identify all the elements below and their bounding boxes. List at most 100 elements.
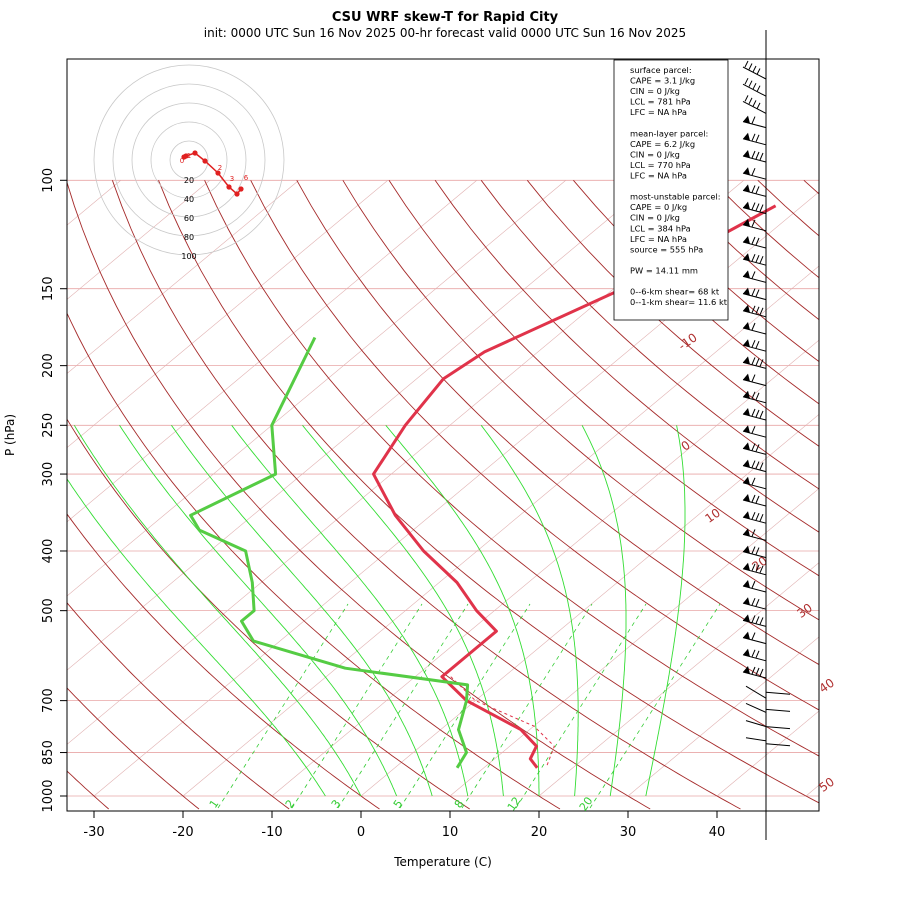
wind-barb bbox=[745, 702, 791, 713]
isotherm-line bbox=[67, 180, 656, 671]
x-tick-label: 40 bbox=[709, 825, 726, 840]
hodograph-ring bbox=[93, 64, 285, 256]
barb-pennant bbox=[743, 580, 750, 588]
barb-feather bbox=[756, 68, 761, 75]
wind-barb bbox=[742, 442, 767, 455]
x-tick-label: 20 bbox=[531, 825, 548, 840]
barb-pennant bbox=[743, 373, 750, 382]
isotherm-line bbox=[67, 180, 567, 597]
wind-barb bbox=[742, 115, 767, 129]
wind-barb bbox=[742, 77, 767, 97]
barb-feather bbox=[755, 599, 760, 607]
barb-pennant bbox=[743, 115, 750, 124]
dry-adiabat-line bbox=[158, 180, 819, 804]
info-line: mean-layer parcel: bbox=[630, 128, 708, 138]
info-line: CAPE = 0 J/kg bbox=[630, 202, 687, 212]
wind-barb bbox=[742, 545, 767, 559]
moist-adiabat-line bbox=[67, 478, 326, 797]
dry-adiabat-line bbox=[711, 179, 819, 279]
barb-feather bbox=[759, 410, 764, 419]
moist-adiabat-line bbox=[581, 425, 627, 797]
barb-feather bbox=[765, 691, 791, 695]
wind-barb bbox=[742, 304, 767, 318]
dry-adiabat-line bbox=[111, 180, 741, 810]
isotherm-label: 40 bbox=[816, 676, 837, 696]
barb-feather bbox=[752, 82, 757, 90]
temperature-line bbox=[372, 204, 777, 769]
barb-feather bbox=[751, 305, 756, 313]
hodograph-ring-label: 60 bbox=[184, 214, 194, 223]
barb-feather bbox=[759, 204, 764, 212]
isotherm-line bbox=[67, 180, 300, 374]
dry-adiabat-line bbox=[67, 513, 380, 810]
info-line: LCL = 384 hPa bbox=[630, 223, 691, 233]
wind-barb bbox=[742, 511, 767, 524]
wind-barb bbox=[742, 459, 767, 473]
wind-barb bbox=[742, 287, 767, 301]
barb-feather bbox=[744, 60, 749, 68]
x-tick-label: -10 bbox=[261, 825, 282, 840]
dewpoint-line bbox=[189, 336, 470, 769]
barb-feather bbox=[751, 666, 756, 675]
info-line: LFC = NA hPa bbox=[630, 107, 687, 117]
barb-feather bbox=[756, 85, 761, 92]
x-tick-label: 30 bbox=[620, 825, 637, 840]
isotherm-line bbox=[449, 488, 819, 797]
barb-feather bbox=[759, 152, 764, 161]
info-line: CAPE = 3.1 J/kg bbox=[630, 76, 695, 86]
dry-adiabat-line bbox=[67, 312, 561, 810]
hodograph-trace bbox=[183, 152, 242, 196]
barb-feather bbox=[751, 460, 756, 468]
barb-pennant bbox=[743, 597, 750, 606]
barb-feather bbox=[751, 563, 756, 571]
wind-barb bbox=[742, 494, 767, 507]
barb-feather bbox=[751, 391, 756, 399]
isotherm-line bbox=[271, 339, 819, 797]
barb-pennant bbox=[743, 304, 750, 313]
dry-adiabat-line bbox=[67, 602, 290, 810]
barb-feather bbox=[759, 668, 764, 677]
mixing-ratio-label: 8 bbox=[452, 797, 467, 810]
wind-barb bbox=[742, 373, 767, 387]
mixing-ratio-line bbox=[589, 603, 721, 809]
mixing-ratio-line bbox=[337, 603, 469, 809]
wind-barb bbox=[742, 150, 767, 163]
hodograph-point-label: 2 bbox=[218, 164, 222, 172]
moist-adiabat-line bbox=[645, 425, 686, 797]
barb-feather bbox=[751, 271, 756, 279]
barb-feather bbox=[755, 289, 760, 297]
hodograph-point-label: 3 bbox=[230, 175, 234, 183]
isotherm-label: 50 bbox=[816, 775, 837, 795]
info-line: most-unstable parcel: bbox=[630, 192, 721, 202]
hodograph-point bbox=[234, 191, 240, 197]
wind-barb bbox=[742, 339, 767, 352]
barb-feather bbox=[755, 547, 760, 555]
barb-pennant bbox=[743, 425, 750, 434]
dry-adiabat-line bbox=[803, 179, 819, 195]
barb-feather bbox=[755, 495, 760, 504]
isotherm-line bbox=[895, 180, 900, 796]
barb-feather bbox=[755, 667, 760, 676]
barb-feather bbox=[751, 477, 756, 485]
barb-feather bbox=[756, 102, 761, 110]
barb-feather bbox=[755, 564, 760, 572]
wind-barb bbox=[742, 597, 767, 610]
dry-adiabat-line bbox=[0, 180, 19, 809]
wind-barb bbox=[742, 218, 767, 232]
y-tick-label: 400 bbox=[41, 539, 56, 564]
barb-feather bbox=[744, 95, 749, 102]
wind-barb bbox=[742, 270, 767, 283]
barb-feather bbox=[751, 649, 756, 657]
x-axis-label: Temperature (C) bbox=[393, 855, 492, 869]
hodograph-point bbox=[192, 150, 198, 156]
barb-feather bbox=[751, 598, 756, 606]
barb-feather bbox=[751, 494, 756, 503]
barb-feather bbox=[751, 219, 756, 227]
barb-feather bbox=[759, 359, 764, 367]
barb-pennant bbox=[743, 356, 750, 365]
barb-pennant bbox=[743, 562, 750, 571]
mixing-ratio-line bbox=[291, 603, 423, 809]
barb-pennant bbox=[743, 236, 750, 244]
